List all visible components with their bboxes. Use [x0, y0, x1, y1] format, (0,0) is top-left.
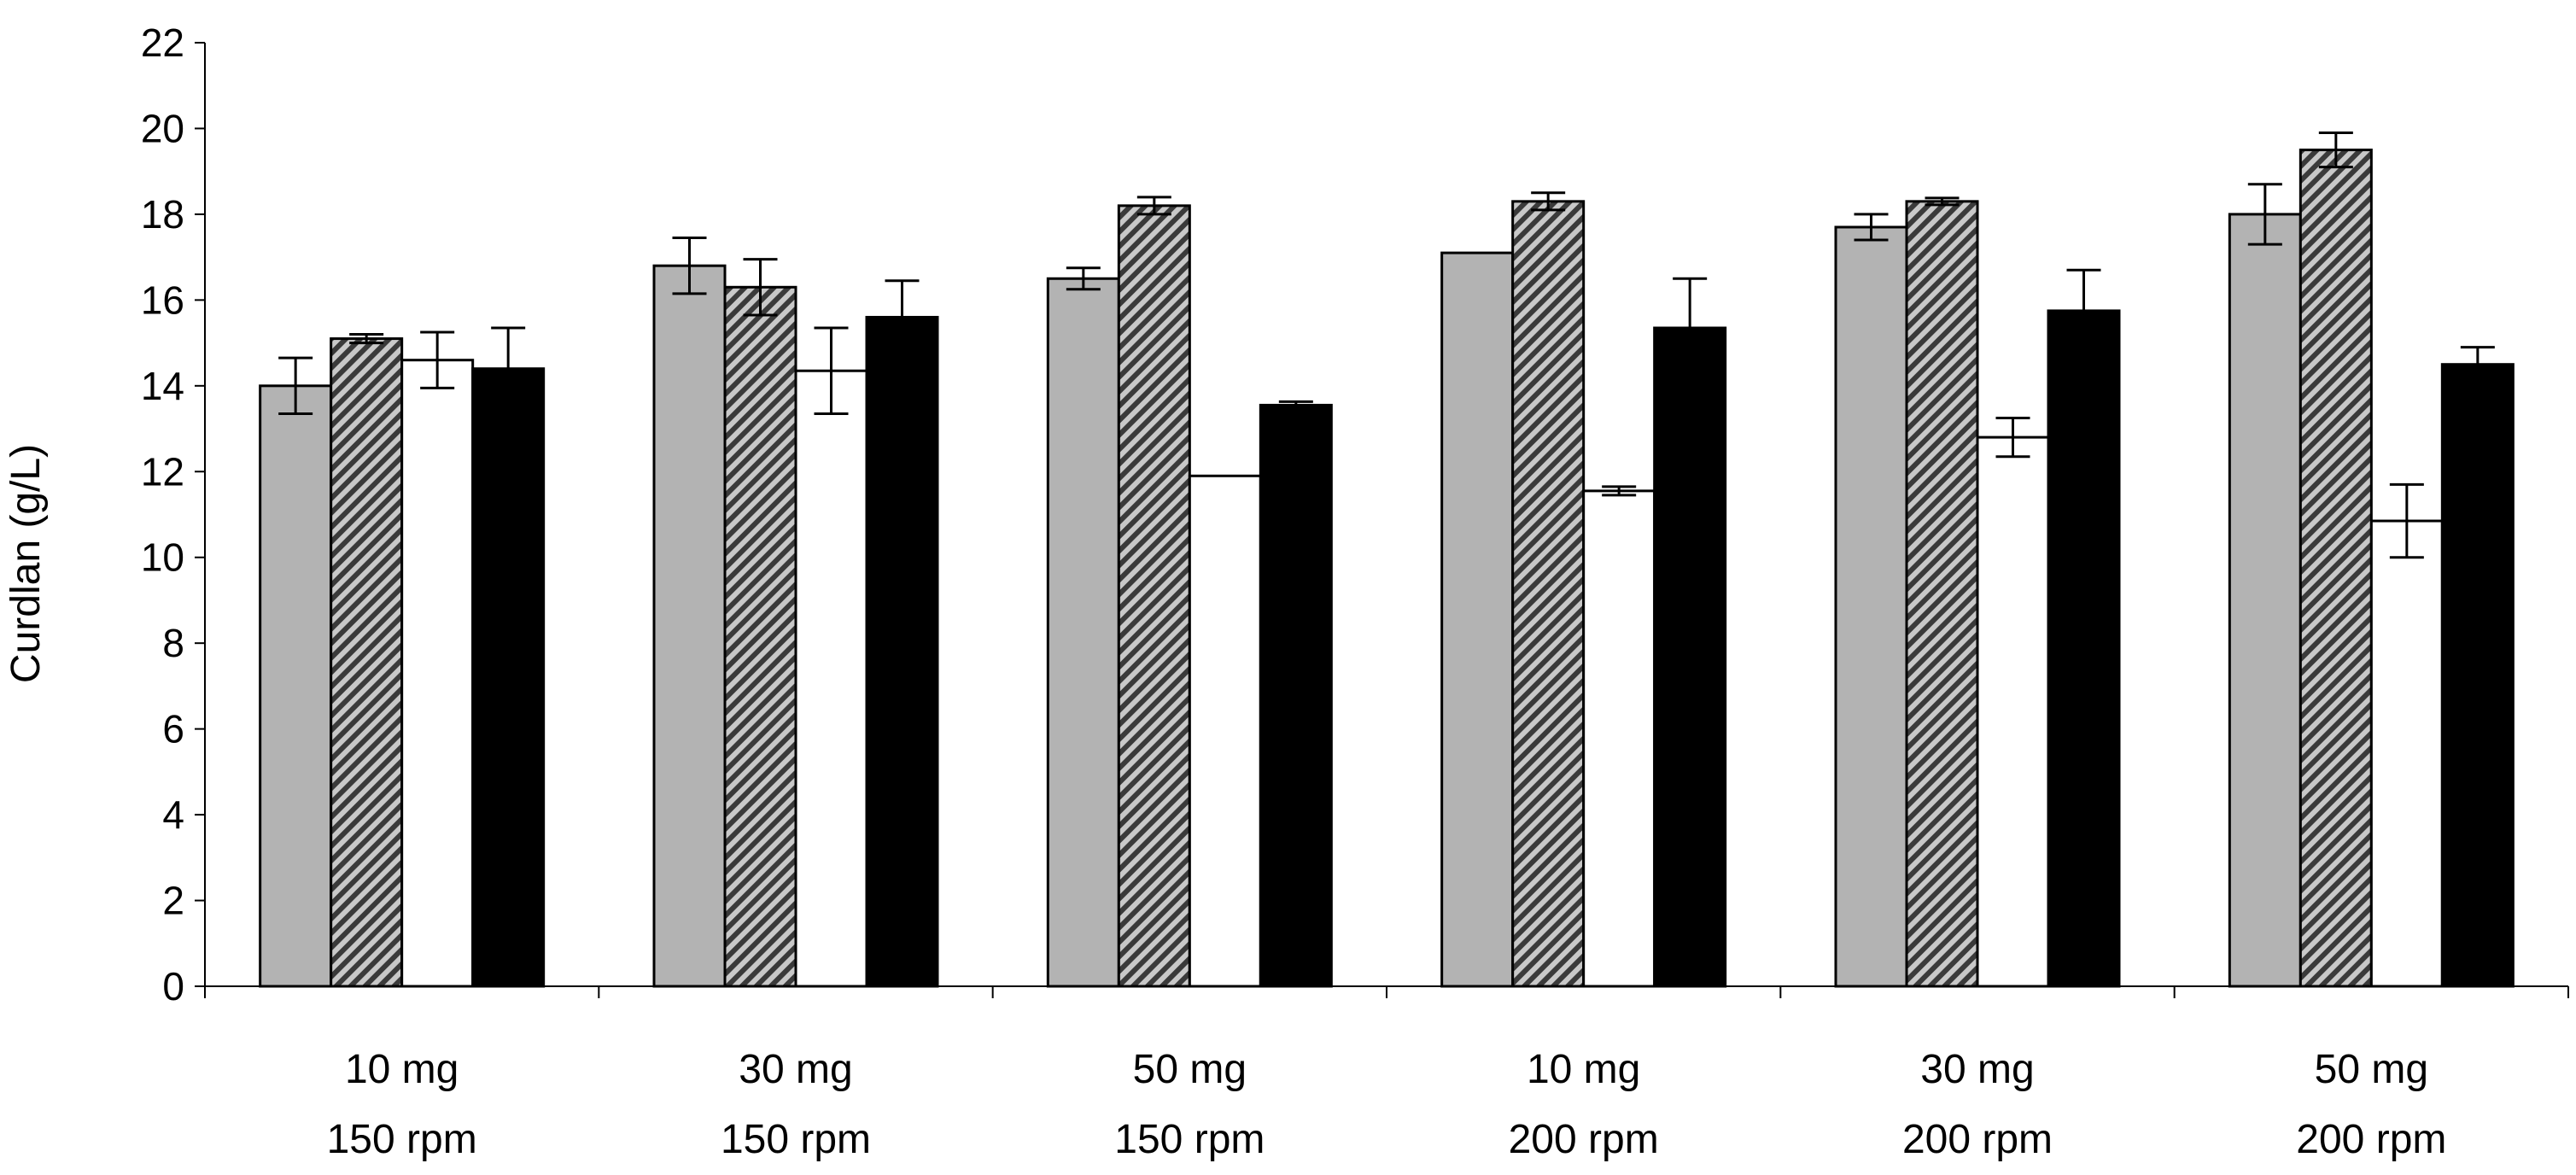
- error-bar-series-2-2: [743, 258, 778, 317]
- category-label-line2: 200 rpm: [1509, 1117, 1659, 1162]
- y-tick-label: 8: [162, 621, 184, 665]
- category-label-line1: 50 mg: [2315, 1047, 2428, 1092]
- error-bar-series-2-5: [1925, 196, 1960, 207]
- category-label-line1: 30 mg: [1920, 1047, 2034, 1092]
- category-label-line1: 10 mg: [1527, 1047, 1640, 1092]
- bar-series-4-6: [2440, 363, 2515, 988]
- y-tick-label: 22: [141, 20, 184, 65]
- y-tick-label: 6: [162, 707, 184, 751]
- y-tick-label: 2: [162, 879, 184, 923]
- y-axis: 0 2 4 6 8 10 12 14 16 18 20 22: [141, 20, 206, 1008]
- error-bar-series-4-1: [491, 326, 526, 411]
- bar-series-2-6: [2299, 149, 2373, 988]
- bar-series-2-4: [1511, 200, 1586, 988]
- bar-series-1-2: [652, 264, 727, 988]
- error-bar-series-2-1: [349, 333, 384, 345]
- bar-series-3-5: [1976, 436, 2050, 988]
- error-bar-series-4-5: [2066, 268, 2101, 354]
- category-label-line2: 200 rpm: [1902, 1117, 2053, 1162]
- category-label-line2: 200 rpm: [2296, 1117, 2446, 1162]
- y-tick-label: 10: [141, 535, 184, 580]
- error-bar-series-4-4: [1673, 277, 1708, 379]
- bar-series-4-4: [1653, 326, 1727, 988]
- error-bar-series-3-5: [1995, 416, 2030, 459]
- error-bar-series-4-6: [2460, 346, 2495, 383]
- y-tick-label: 12: [141, 449, 184, 494]
- bar-series-3-4: [1582, 489, 1656, 988]
- category-label-line1: 30 mg: [739, 1047, 852, 1092]
- category-label-line2: 150 rpm: [327, 1117, 477, 1162]
- error-bar-series-3-6: [2389, 482, 2424, 559]
- y-tick-label: 4: [162, 792, 184, 837]
- bars-group: [259, 131, 2515, 988]
- bar-series-3-2: [794, 369, 868, 988]
- bar-series-2-2: [723, 285, 797, 988]
- y-tick-label: 16: [141, 278, 184, 322]
- category-label-line1: 10 mg: [345, 1047, 459, 1092]
- error-bar-series-1-6: [2247, 183, 2282, 246]
- bar-series-1-1: [259, 384, 333, 988]
- category-label-line2: 150 rpm: [721, 1117, 871, 1162]
- bar-series-4-5: [2047, 309, 2121, 988]
- error-bar-series-2-6: [2318, 131, 2353, 169]
- bar-series-4-3: [1259, 403, 1333, 988]
- category-label-line1: 50 mg: [1133, 1047, 1247, 1092]
- y-axis-title: Curdlan (g/L): [3, 444, 49, 683]
- bar-series-1-3: [1046, 277, 1120, 988]
- y-tick-label: 20: [141, 106, 184, 150]
- bar-series-1-6: [2228, 213, 2302, 988]
- y-tick-label: 14: [141, 364, 184, 408]
- bar-series-3-6: [2369, 519, 2444, 988]
- error-bar-series-4-3: [1278, 400, 1313, 410]
- category-labels: 10 mg 150 rpm 30 mg 150 rpm 50 mg 150 rpm 10 m…: [327, 1047, 2447, 1162]
- bar-series-2-3: [1117, 204, 1191, 988]
- bar-series-1-4: [1440, 251, 1515, 988]
- error-bar-series-1-3: [1066, 266, 1101, 291]
- bar-series-2-1: [330, 337, 404, 988]
- error-bar-series-3-4: [1602, 485, 1637, 497]
- bar-series-3-3: [1188, 474, 1262, 988]
- bar-series-2-5: [1905, 200, 1979, 988]
- error-bar-series-3-2: [814, 326, 849, 415]
- bar-series-1-5: [1834, 225, 1908, 988]
- error-bar-series-1-2: [672, 237, 707, 295]
- bar-series-4-2: [865, 315, 939, 988]
- error-bar-series-4-2: [885, 279, 920, 355]
- bar-series-4-1: [471, 367, 546, 988]
- error-bar-series-1-1: [278, 356, 313, 415]
- error-bar-series-2-4: [1531, 191, 1566, 212]
- y-tick-label: 0: [162, 964, 184, 1008]
- bar-series-3-1: [400, 359, 475, 988]
- y-tick-label: 18: [141, 192, 184, 237]
- error-bar-series-3-1: [420, 330, 455, 389]
- category-label-line2: 150 rpm: [1114, 1117, 1265, 1162]
- error-bar-series-2-3: [1136, 196, 1171, 216]
- x-axis: [204, 985, 2569, 998]
- error-bar-series-1-5: [1854, 213, 1889, 242]
